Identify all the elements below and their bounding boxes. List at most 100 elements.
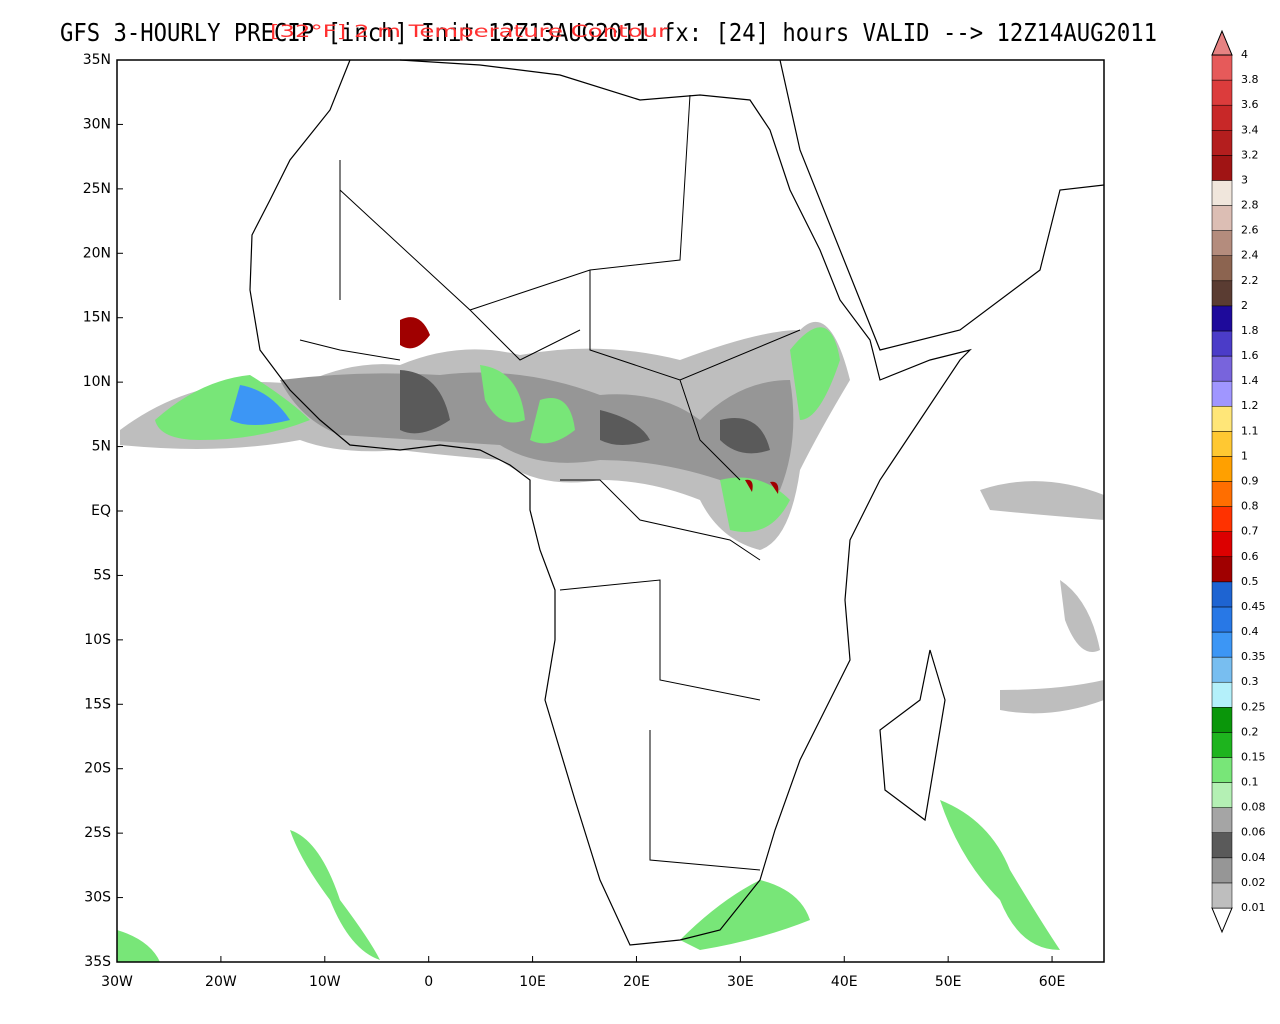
colorbar-label: 3.4 (1241, 123, 1259, 136)
colorbar-segment (1211, 732, 1233, 758)
y-tick-label: 10S (84, 632, 111, 648)
y-tick-label: 15S (84, 696, 111, 712)
colorbar-segment (1211, 405, 1233, 432)
title: GFS 3-HOURLY PRECIP [inch] Init 12Z13AUG… (60, 18, 1157, 47)
x-tick-label: 20W (205, 974, 237, 990)
colorbar-label: 0.5 (1241, 575, 1259, 588)
colorbar-segment (1211, 832, 1233, 859)
y-tick-label: 30N (83, 116, 111, 132)
overlay-label: [32°F] 2 m Temperature Contour (270, 22, 668, 42)
colorbar-segment (1211, 305, 1233, 332)
y-tick-label: 25S (84, 825, 111, 841)
colorbar-label: 0.15 (1241, 750, 1266, 763)
x-tick-label: 50E (935, 974, 962, 990)
colorbar-label: 0.4 (1241, 625, 1259, 638)
colorbar-label: 0.6 (1241, 550, 1259, 563)
precip-areas (117, 317, 1104, 962)
y-tick-label: 20S (84, 761, 111, 777)
madagascar (879, 649, 946, 822)
colorbar-segment (1211, 380, 1233, 407)
colorbar-label: 3 (1241, 173, 1248, 186)
colorbar-label: 2.4 (1241, 249, 1259, 262)
x-tick-label: 0 (424, 974, 433, 990)
colorbar-label: 2 (1241, 299, 1248, 312)
africa-coast (249, 59, 972, 946)
colorbar-under (1211, 907, 1233, 934)
y-tick-label: 15N (83, 310, 111, 326)
colorbar-segment (1211, 330, 1233, 357)
colorbar-segment (1211, 155, 1233, 181)
colorbar-segment (1211, 857, 1233, 884)
precip-light-east (980, 481, 1104, 714)
y-tick-label: 20N (83, 245, 111, 261)
colorbar-label: 0.04 (1241, 851, 1266, 864)
colorbar-label: 0.25 (1241, 700, 1266, 713)
colorbar-segment (1211, 79, 1233, 106)
y-tick-label: 30S (84, 890, 111, 906)
colorbar-label: 0.1 (1241, 776, 1259, 789)
colorbar-label: 0.2 (1241, 725, 1259, 738)
colorbar-segment (1211, 180, 1233, 206)
colorbar-segment (1211, 130, 1233, 156)
x-tick-label: 40E (831, 974, 858, 990)
colorbar-segment (1211, 481, 1233, 507)
colorbar-label: 2.2 (1241, 274, 1259, 287)
x-tick-label: 20E (623, 974, 650, 990)
y-tick-label: 5N (92, 439, 111, 455)
colorbar-segment (1211, 531, 1233, 558)
colorbar-segment (1211, 656, 1233, 683)
y-tick-label: 35S (84, 954, 111, 970)
colorbar-label: 1.8 (1241, 324, 1259, 337)
x-tick-label: 30W (101, 974, 133, 990)
colorbar-label: 0.8 (1241, 500, 1259, 513)
x-tick-label: 10W (309, 974, 341, 990)
colorbar-label: 1 (1241, 449, 1248, 462)
precip-blue (230, 385, 290, 425)
colorbar-label: 3.6 (1241, 98, 1259, 111)
colorbar-label: 1.6 (1241, 349, 1259, 362)
colorbar-over (1211, 29, 1233, 56)
colorbar-label: 0.01 (1241, 901, 1266, 914)
colorbar-segment (1211, 205, 1233, 231)
colorbar-label: 0.7 (1241, 525, 1259, 538)
y-tick-label: 25N (83, 181, 111, 197)
colorbar-label: 0.9 (1241, 475, 1259, 488)
colorbar-segment (1211, 707, 1233, 733)
x-tick-label: 30E (727, 974, 754, 990)
colorbar-segment (1211, 280, 1233, 307)
colorbar-segment (1211, 104, 1233, 131)
colorbar-label: 0.35 (1241, 650, 1266, 663)
colorbar-label: 1.4 (1241, 374, 1259, 387)
precip-heavy (400, 370, 770, 454)
colorbar-segment (1211, 230, 1233, 256)
colorbar-label: 4 (1241, 48, 1248, 61)
colorbar-segment (1211, 631, 1233, 658)
y-tick-label: 35N (83, 52, 111, 68)
colorbar-segment (1211, 782, 1233, 808)
y-tick-label: 10N (83, 374, 111, 390)
colorbar-label: 0.02 (1241, 876, 1266, 889)
colorbar-segment (1211, 431, 1233, 457)
x-tick-label: 60E (1039, 974, 1066, 990)
colorbar-segment (1211, 757, 1233, 783)
colorbar-segment (1211, 54, 1233, 81)
colorbar-label: 1.2 (1241, 399, 1259, 412)
colorbar-label: 0.06 (1241, 826, 1266, 839)
colorbar-label: 0.08 (1241, 801, 1266, 814)
colorbar-segment (1211, 255, 1233, 282)
colorbar-label: 2.8 (1241, 199, 1259, 212)
colorbar-label: 1.1 (1241, 424, 1259, 437)
colorbar-segment (1211, 556, 1233, 583)
colorbar-label: 3.8 (1241, 73, 1259, 86)
colorbar-segment (1211, 581, 1233, 608)
y-tick-label: 5S (93, 567, 111, 583)
colorbar-segment (1211, 606, 1233, 633)
x-tick-label: 10E (519, 974, 546, 990)
colorbar-label: 3.2 (1241, 148, 1259, 161)
colorbar-segment (1211, 506, 1233, 532)
colorbar-label: 2.6 (1241, 224, 1259, 237)
colorbar-segment (1211, 456, 1233, 482)
colorbar-segment (1211, 882, 1233, 909)
colorbar-segment (1211, 681, 1233, 708)
